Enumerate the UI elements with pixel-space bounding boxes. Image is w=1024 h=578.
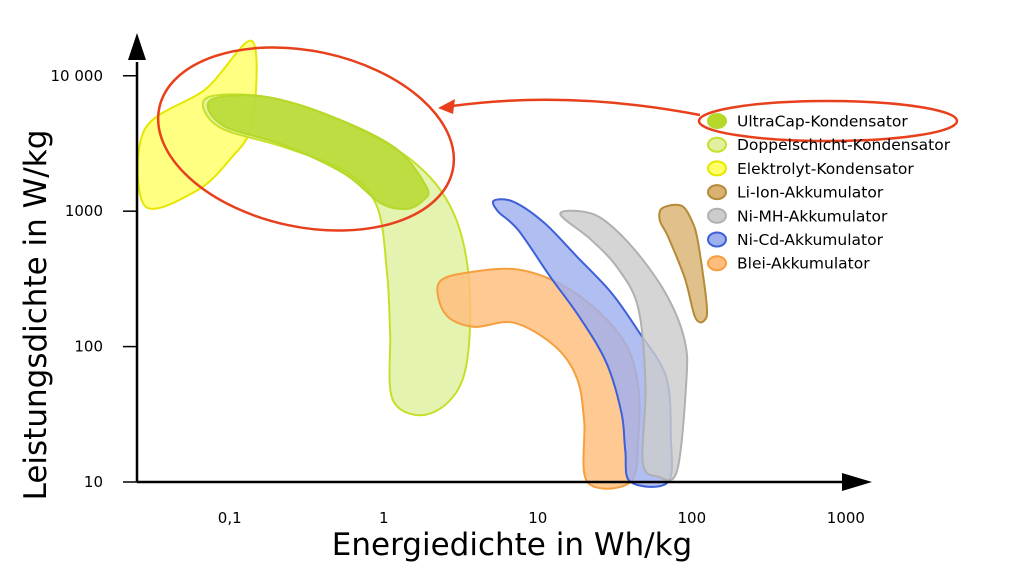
x-axis-title: Energiedichte in Wh/kg — [332, 527, 692, 563]
region-ni-mh-akkumulator — [559, 209, 689, 482]
legend-swatch-blei-akkumulator — [707, 255, 727, 272]
y-tick-label: 10 — [84, 473, 103, 491]
highlight-ellipse-legend — [697, 99, 959, 143]
legend-label-elektrolyt-kondensator: Elektrolyt-Kondensator — [737, 160, 914, 178]
regions-layer — [136, 39, 709, 490]
region-elektrolyt-kondensator — [136, 39, 258, 210]
x-tick-label: 1 — [379, 509, 389, 527]
region-li-ion-akkumulator — [658, 203, 709, 324]
y-axis-arrow-icon — [128, 33, 146, 60]
legend-swatch-ni-mh-akkumulator — [707, 207, 727, 224]
legend-swatch-doppelschicht-kondensator — [707, 136, 727, 153]
legend-label-blei-akkumulator: Blei-Akkumulator — [737, 255, 870, 273]
y-tick-label: 1000 — [65, 202, 103, 220]
highlight-arrow-line — [451, 98, 701, 117]
highlight-layer — [156, 46, 959, 232]
y-tick-label: 10 000 — [51, 67, 104, 85]
legend: UltraCap-Kondensator Doppelschicht-Konden… — [707, 113, 951, 273]
legend-label-li-ion-akkumulator: Li-Ion-Akkumulator — [737, 184, 884, 202]
legend-label-ni-cd-akkumulator: Ni-Cd-Akkumulator — [737, 231, 884, 249]
x-tick-label: 0,1 — [218, 509, 242, 527]
legend-swatch-elektrolyt-kondensator — [707, 160, 727, 177]
legend-swatch-ni-cd-akkumulator — [707, 231, 727, 248]
x-axis-arrow-icon — [842, 473, 872, 491]
axes-layer — [128, 33, 872, 491]
x-tick-label: 10 — [528, 509, 547, 527]
ticks-layer: 0,1 1 10 100 1000 10 100 1000 10 000 — [51, 67, 865, 527]
legend-label-ultracap-kondensator: UltraCap-Kondensator — [737, 113, 908, 131]
y-axis-title: Leistungsdichte in W/kg — [18, 130, 54, 501]
legend-label-doppelschicht-kondensator: Doppelschicht-Kondensator — [737, 136, 951, 154]
highlight-arrow-icon — [438, 99, 455, 114]
region-ni-cd-akkumulator — [491, 198, 674, 488]
x-tick-label: 1000 — [827, 509, 865, 527]
legend-label-ni-mh-akkumulator: Ni-MH-Akkumulator — [737, 207, 888, 225]
region-ultracap-kondensator — [206, 94, 430, 211]
x-tick-label: 100 — [678, 509, 707, 527]
y-tick-label: 100 — [74, 338, 103, 356]
legend-swatch-li-ion-akkumulator — [707, 184, 727, 201]
highlight-ellipse-region — [156, 46, 456, 232]
legend-swatch-ultracap-kondensator — [707, 113, 727, 129]
